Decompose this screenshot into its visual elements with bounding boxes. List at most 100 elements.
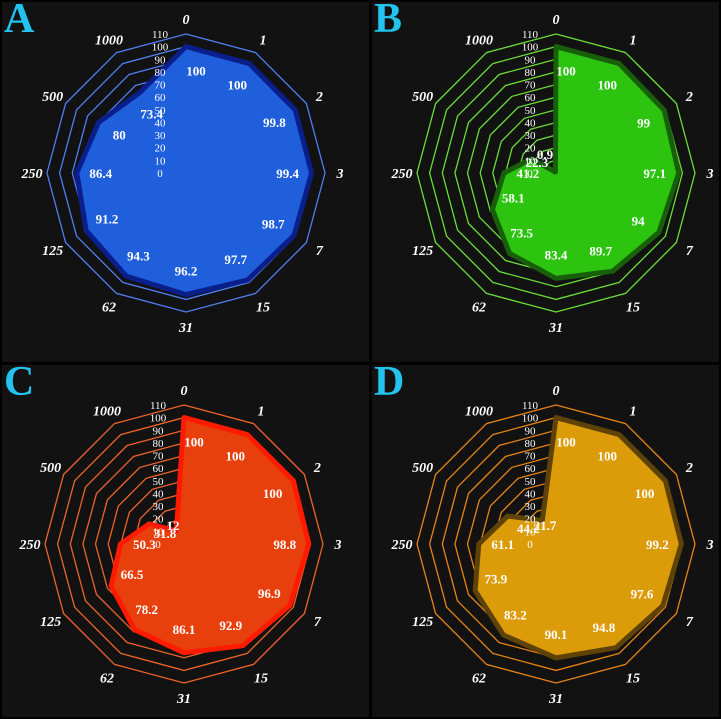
tick-label: 110 bbox=[522, 400, 539, 412]
tick-label: 90 bbox=[153, 425, 165, 437]
category-label: 15 bbox=[626, 300, 640, 315]
category-label: 3 bbox=[706, 538, 714, 553]
value-label: 96.9 bbox=[258, 586, 281, 601]
tick-label: 20 bbox=[153, 514, 165, 526]
value-label: 99.8 bbox=[263, 115, 286, 130]
tick-label: 10 bbox=[155, 155, 167, 167]
tick-label: 110 bbox=[522, 29, 539, 41]
category-label: 31 bbox=[548, 321, 563, 336]
data-point bbox=[553, 170, 557, 174]
value-label: 96.2 bbox=[175, 264, 198, 279]
value-label: 92.9 bbox=[219, 618, 242, 633]
category-label: 250 bbox=[391, 538, 413, 553]
tick-label: 0 bbox=[155, 539, 161, 551]
tick-label: 40 bbox=[525, 118, 537, 130]
tick-label: 80 bbox=[525, 67, 537, 79]
data-point bbox=[506, 514, 510, 518]
tick-label: 60 bbox=[525, 463, 537, 475]
category-label: 62 bbox=[472, 671, 486, 686]
panel-label-c: C bbox=[4, 365, 35, 405]
tick-label: 30 bbox=[155, 130, 167, 142]
value-label: 100 bbox=[263, 486, 283, 501]
value-label: 99 bbox=[637, 115, 651, 130]
value-label: 97.7 bbox=[224, 252, 247, 267]
category-label: 1 bbox=[260, 34, 267, 49]
category-label: 62 bbox=[102, 300, 116, 315]
value-label: 100 bbox=[186, 64, 206, 79]
tick-label: 100 bbox=[152, 42, 169, 54]
value-label: 61.1 bbox=[491, 537, 514, 552]
value-label: 100 bbox=[227, 77, 247, 92]
data-point bbox=[554, 656, 558, 660]
value-label: 99.4 bbox=[276, 166, 299, 181]
tick-label: 10 bbox=[525, 526, 537, 538]
data-point bbox=[97, 121, 101, 125]
category-label: 250 bbox=[21, 167, 43, 182]
data-point bbox=[182, 651, 186, 655]
value-label: 100 bbox=[225, 448, 245, 463]
tick-label: 30 bbox=[153, 501, 165, 513]
category-label: 500 bbox=[40, 461, 61, 476]
category-label: 2 bbox=[315, 90, 323, 105]
value-label: 99.2 bbox=[646, 537, 669, 552]
tick-label: 10 bbox=[525, 155, 537, 167]
category-label: 1000 bbox=[465, 34, 493, 49]
tick-label: 80 bbox=[525, 438, 537, 450]
data-point bbox=[307, 542, 311, 546]
data-point bbox=[679, 542, 683, 546]
category-label: 500 bbox=[412, 90, 433, 105]
value-label: 100 bbox=[597, 77, 617, 92]
data-point bbox=[508, 251, 512, 255]
radar-panel-d: D 0 10 20 30 40 50 60 70 80 90 100 110 0 1 2 3 7 15 31 62 12… bbox=[372, 365, 719, 717]
value-label: 41.2 bbox=[517, 166, 540, 181]
value-label: 83.4 bbox=[545, 247, 568, 262]
panel-label-a: A bbox=[4, 2, 35, 42]
category-label: 31 bbox=[176, 692, 191, 707]
category-label: 250 bbox=[391, 167, 413, 182]
category-label: 0 bbox=[553, 384, 560, 399]
grid-ring bbox=[416, 33, 696, 313]
tick-label: 40 bbox=[525, 489, 537, 501]
data-point bbox=[124, 274, 128, 278]
tick-label: 70 bbox=[525, 451, 537, 463]
data-point bbox=[247, 62, 251, 66]
tick-label: 60 bbox=[525, 92, 537, 104]
category-label: 0 bbox=[181, 384, 188, 399]
category-label: 3 bbox=[336, 167, 344, 182]
data-point bbox=[554, 45, 558, 49]
data-area bbox=[489, 44, 682, 281]
value-label: 73.4 bbox=[140, 107, 163, 122]
value-label: 22.3 bbox=[526, 155, 549, 170]
category-label: 125 bbox=[412, 244, 433, 259]
tick-label: 40 bbox=[155, 118, 167, 130]
category-label: 7 bbox=[316, 244, 324, 259]
tick-label: 100 bbox=[522, 42, 539, 54]
data-point bbox=[677, 171, 681, 175]
tick-label: 80 bbox=[153, 438, 165, 450]
data-point bbox=[291, 479, 295, 483]
data-point bbox=[502, 171, 506, 175]
value-label: 21.7 bbox=[534, 518, 557, 533]
tick-label: 0 bbox=[527, 539, 533, 551]
category-label: 31 bbox=[178, 321, 193, 336]
data-point bbox=[490, 208, 494, 212]
data-point bbox=[662, 108, 666, 112]
data-point bbox=[118, 542, 122, 546]
category-label: 1 bbox=[258, 405, 265, 420]
data-point bbox=[473, 589, 477, 593]
value-label: 97.1 bbox=[643, 166, 666, 181]
data-point bbox=[477, 542, 481, 546]
tick-label: 100 bbox=[522, 413, 539, 425]
value-label: 83.2 bbox=[504, 607, 527, 622]
tick-label: 20 bbox=[155, 143, 167, 155]
category-label: 15 bbox=[256, 300, 270, 315]
tick-label: 70 bbox=[155, 80, 167, 92]
tick-label: 70 bbox=[525, 80, 537, 92]
value-label: 90.1 bbox=[545, 627, 568, 642]
value-label: 73.9 bbox=[485, 572, 508, 587]
data-area bbox=[74, 44, 315, 298]
tick-label: 10 bbox=[153, 526, 165, 538]
tick-label: 90 bbox=[155, 54, 167, 66]
category-label: 15 bbox=[626, 671, 640, 686]
category-label: 500 bbox=[42, 90, 63, 105]
